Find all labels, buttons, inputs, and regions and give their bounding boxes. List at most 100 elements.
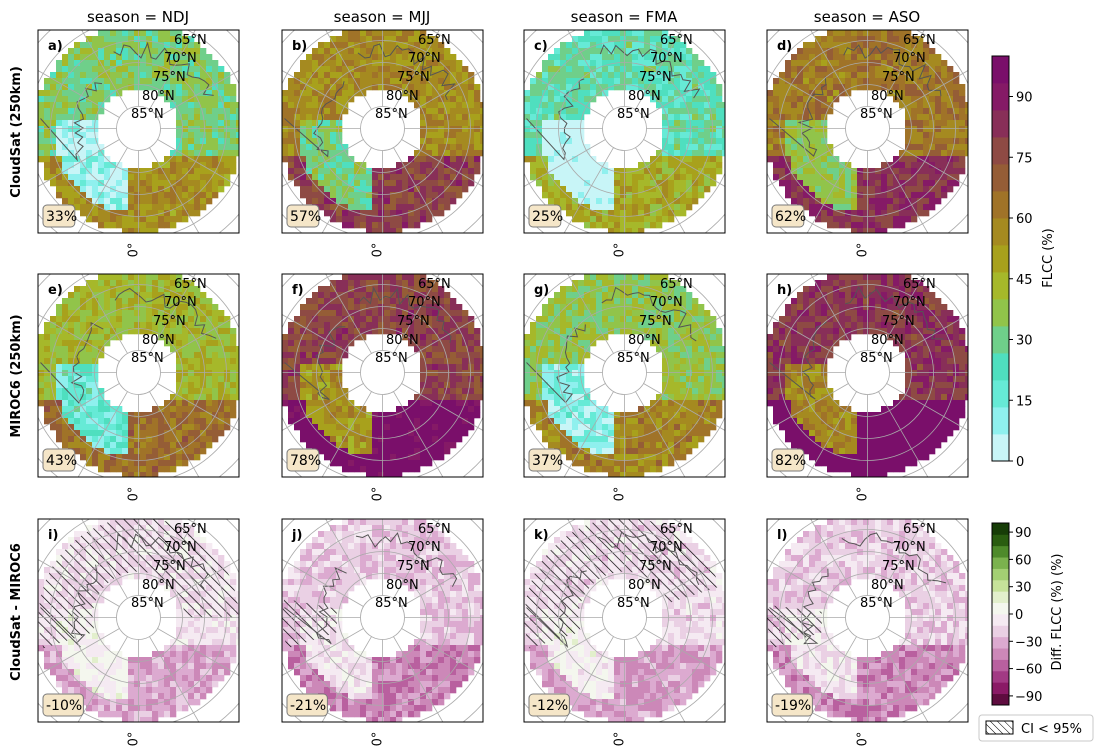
latitude-label: 75°N xyxy=(639,70,672,85)
colorbar-segment xyxy=(992,407,1009,435)
longitude-label: 0° xyxy=(613,487,628,502)
panel-letter: j) xyxy=(291,528,302,543)
mean-value-text: 82% xyxy=(775,453,806,469)
coastlines xyxy=(769,286,944,400)
latitude-label: 85°N xyxy=(860,107,893,122)
mean-value-text: 78% xyxy=(290,453,321,469)
latitude-label: 70°N xyxy=(650,51,683,66)
colorbar-tick-label: 90 xyxy=(1016,91,1033,106)
legend: CI < 95% xyxy=(978,714,1094,742)
coastlines xyxy=(40,287,217,404)
latitude-label: 75°N xyxy=(882,314,915,329)
graticule xyxy=(38,274,239,477)
mean-value-badge xyxy=(528,448,562,472)
map-panels: a) 65°N 70°N 75°N 80°N 85°N 0° 33% b) 65°N 70°N 75°… xyxy=(37,29,969,747)
colorbar-segment xyxy=(992,659,1009,672)
map-field xyxy=(767,30,968,233)
panel-frame xyxy=(281,273,484,478)
latitude-label: 75°N xyxy=(153,314,186,329)
panel-g: g) 65°N 70°N 75°N 80°N 85°N 0° 37% xyxy=(523,273,726,502)
latitude-label: 75°N xyxy=(639,314,672,329)
latitude-label: 65°N xyxy=(174,33,207,48)
colorbar-segment xyxy=(992,353,1009,381)
colorbar-segment xyxy=(992,56,1009,84)
map-field xyxy=(524,30,725,233)
coastlines xyxy=(526,286,697,404)
latitude-label: 75°N xyxy=(153,70,186,85)
latitude-label: 70°N xyxy=(408,540,441,555)
latitude-label: 80°N xyxy=(386,333,419,348)
latitude-label: 80°N xyxy=(142,89,175,104)
panel-frame xyxy=(281,29,484,234)
coastlines xyxy=(284,286,452,400)
latitude-label: 65°N xyxy=(174,277,207,292)
mean-value-badge xyxy=(42,693,84,717)
mean-value-text: -12% xyxy=(532,698,568,714)
colorbar-tick-label: −90 xyxy=(1015,690,1042,705)
latitude-label: 85°N xyxy=(131,351,164,366)
latitude-label: 85°N xyxy=(131,107,164,122)
mean-value-text: 37% xyxy=(532,453,563,469)
mean-value-text: -21% xyxy=(290,698,326,714)
colorbar-segment xyxy=(992,670,1009,683)
colorbar-segment xyxy=(992,682,1009,695)
colorbar-segment xyxy=(992,299,1009,327)
column-title-aso: season = ASO xyxy=(814,8,920,26)
mean-value-text: 43% xyxy=(46,453,77,469)
panel-d: d) 65°N 70°N 75°N 80°N 85°N 0° 62% xyxy=(766,29,969,258)
colorbar-segment xyxy=(992,545,1009,558)
colorbar-tick-label: 45 xyxy=(1016,273,1033,288)
latitude-label: 70°N xyxy=(408,295,441,310)
longitude-label: 0° xyxy=(613,243,628,258)
latitude-label: 85°N xyxy=(375,107,408,122)
latitude-label: 65°N xyxy=(903,277,936,292)
colorbar-segment xyxy=(992,218,1009,246)
panel-frame xyxy=(523,29,726,234)
latitude-label: 65°N xyxy=(418,522,451,537)
colorbar-tick-label: −30 xyxy=(1015,635,1042,650)
map-field xyxy=(38,274,239,477)
latitude-label: 85°N xyxy=(131,596,164,611)
graticule xyxy=(524,519,725,722)
colorbar-tick-label: 30 xyxy=(1016,334,1033,349)
panel-letter: b) xyxy=(292,39,307,54)
latitude-label: 65°N xyxy=(903,522,936,537)
coastlines xyxy=(40,533,209,648)
latitude-label: 70°N xyxy=(650,295,683,310)
mean-value-text: 33% xyxy=(46,209,77,225)
diff-colorbar: 90 60 30 0 −30 −60 −90 xyxy=(991,522,1042,706)
colorbar-segment xyxy=(992,557,1009,569)
longitude-label: 0° xyxy=(371,243,386,258)
longitude-label: 0° xyxy=(127,243,142,258)
mean-value-text: 57% xyxy=(290,209,321,225)
map-field xyxy=(282,274,483,477)
panel-frame xyxy=(766,273,969,478)
column-title-ndj: season = NDJ xyxy=(87,8,189,26)
graticule xyxy=(524,274,725,477)
colorbar-tick-label: 15 xyxy=(1016,394,1033,409)
panel-frame xyxy=(766,518,969,723)
longitude-label: 0° xyxy=(856,732,871,747)
latitude-label: 65°N xyxy=(660,277,693,292)
longitude-label: 0° xyxy=(371,732,386,747)
latitude-label: 85°N xyxy=(617,351,650,366)
latitude-label: 80°N xyxy=(386,578,419,593)
row-title-cloudsat: CloudSat (250km) xyxy=(9,66,24,198)
panel-letter: d) xyxy=(777,39,792,54)
mean-value-text: 25% xyxy=(532,209,563,225)
latitude-label: 85°N xyxy=(375,351,408,366)
latitude-label: 70°N xyxy=(164,51,197,66)
graticule xyxy=(282,30,483,233)
latitude-label: 70°N xyxy=(164,295,197,310)
latitude-label: 85°N xyxy=(860,351,893,366)
colorbar-segment xyxy=(992,591,1009,604)
latitude-label: 85°N xyxy=(375,596,408,611)
latitude-label: 75°N xyxy=(639,559,672,574)
panel-e: e) 65°N 70°N 75°N 80°N 85°N 0° 43% xyxy=(37,273,240,501)
longitude-label: 0° xyxy=(856,243,871,258)
panel-letter: h) xyxy=(777,283,792,298)
panel-frame xyxy=(37,29,240,234)
map-field xyxy=(524,274,725,477)
latitude-label: 75°N xyxy=(397,70,430,85)
colorbar-tick-label: −60 xyxy=(1015,663,1042,678)
